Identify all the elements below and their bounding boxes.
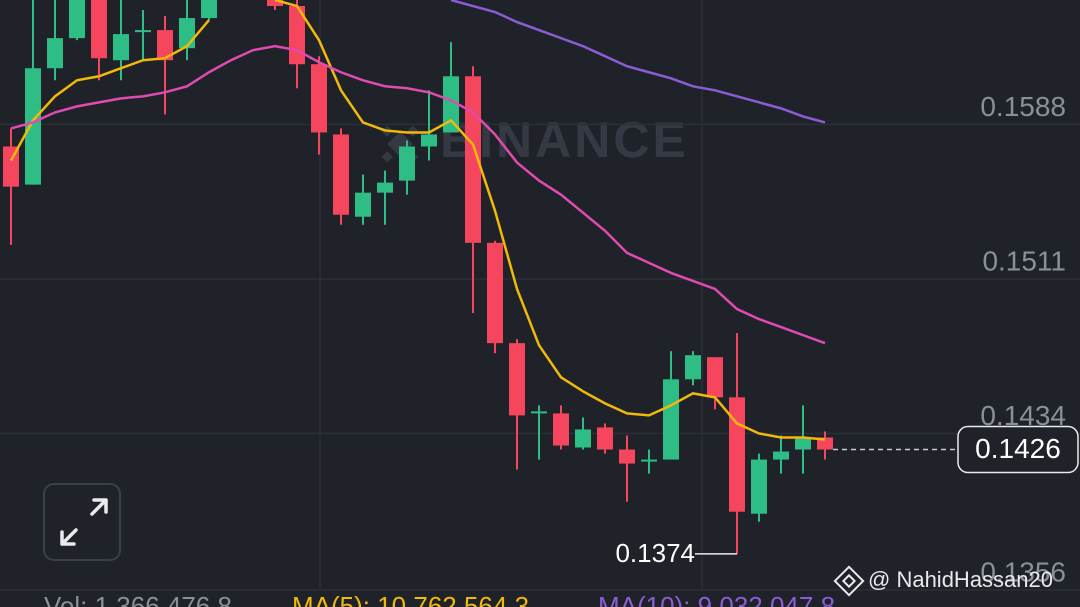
candle-body (553, 413, 569, 446)
candle-body (201, 0, 217, 19)
candle-body (575, 429, 591, 448)
candle-body (795, 437, 811, 450)
candle-body (91, 0, 107, 59)
candle-body (135, 30, 151, 33)
y-tick-label: 0.1511 (982, 245, 1066, 276)
footer-text: MA(10): 9,032,047.8 (598, 591, 835, 607)
candle-body (641, 459, 657, 462)
candle-body (421, 134, 437, 147)
credit-text: @ NahidHassan20 (868, 567, 1053, 592)
candle-body (267, 0, 283, 7)
moving-average-line (10, 44, 826, 345)
candle-body (597, 427, 613, 450)
expand-button[interactable] (43, 483, 121, 561)
candle-body (157, 30, 173, 61)
candle-body (707, 357, 723, 398)
y-tick-label: 0.1356 (980, 556, 1066, 587)
credit: @ NahidHassan20 (833, 565, 1053, 597)
candle-body (685, 355, 701, 380)
candle-body (355, 192, 371, 217)
candle-body (25, 68, 41, 185)
moving-average-line (9, 0, 826, 441)
candle-body (333, 134, 349, 215)
candle-body (399, 146, 415, 181)
candle-body (509, 343, 525, 416)
low-marker-label: 0.1374 (615, 538, 695, 568)
footer-text: MA(5): 10,762,564.3 (292, 591, 529, 607)
candle-body (311, 64, 327, 133)
candle-body (69, 0, 85, 39)
candle-body (663, 379, 679, 460)
candle-body (47, 38, 63, 69)
candle-body (729, 397, 745, 512)
y-tick-label: 0.1588 (980, 91, 1066, 122)
candle-body (751, 459, 767, 514)
candle-body (619, 449, 635, 464)
last-price-box (957, 425, 1079, 474)
candle-body (817, 437, 833, 450)
candle-body (3, 146, 19, 187)
candle-body (179, 18, 195, 49)
candle-body (531, 411, 547, 414)
last-price-label: 0.1426 (975, 433, 1061, 464)
watermark: BINANCE (381, 112, 686, 168)
candle-body (113, 34, 129, 61)
moving-average-line (450, 0, 826, 124)
footer-text: Vol: 1,366,476.8 (44, 591, 232, 607)
expand-button-frame[interactable] (43, 483, 121, 561)
candle-body (443, 76, 459, 133)
y-tick-label: 0.1434 (980, 400, 1066, 431)
candle-body (487, 242, 503, 344)
candle-body (773, 451, 789, 460)
expand-icon[interactable] (60, 498, 108, 546)
candle-body (377, 182, 393, 193)
